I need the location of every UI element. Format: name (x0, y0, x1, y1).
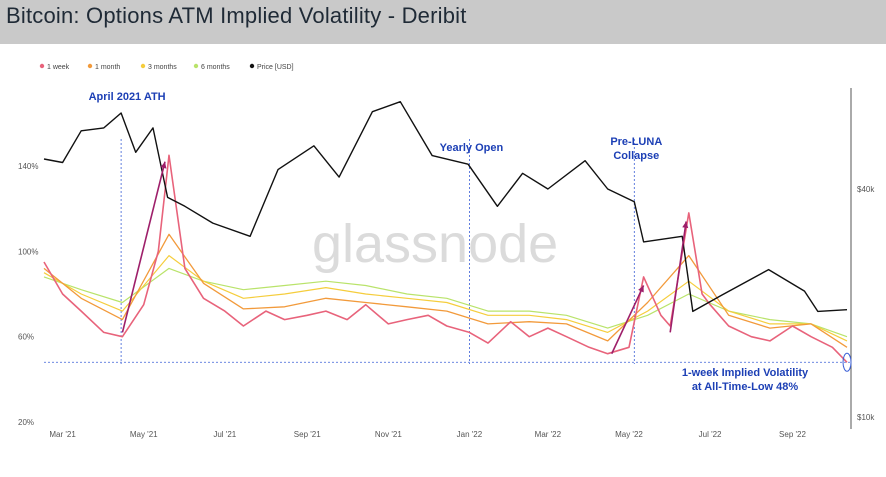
arrow-shaft (669, 221, 687, 333)
marker-label: April 2021 ATH (89, 91, 166, 103)
legend-label: 3 months (148, 64, 177, 71)
atl-ring (842, 352, 852, 372)
x-axis: Mar '21 May '21 Jul '21 Sep '21 Nov '21 Jan '… (49, 430, 806, 439)
x-tick-label: May '21 (130, 430, 158, 439)
y-tick-label: 20% (18, 418, 34, 427)
arrow-shaft (610, 285, 645, 355)
y-right-tick-label: $40k (857, 185, 875, 194)
chart-card: 1 week 1 month 3 months 6 months Price [USD]… (0, 44, 886, 477)
legend-label: 6 months (201, 64, 230, 71)
y-right-tick-label: $10k (857, 413, 875, 422)
arrow-head (682, 221, 689, 229)
legend-dot (87, 63, 93, 69)
series-line-3-months (43, 255, 848, 342)
legend-label: 1 week (47, 64, 70, 71)
x-tick-label: Jan '22 (457, 430, 483, 439)
series-lines (43, 101, 848, 363)
y-tick-label: 60% (18, 333, 34, 342)
series-line-6-months (43, 267, 848, 338)
y-axis-left: 20% 60% 100% 140% (18, 162, 38, 427)
x-tick-label: Mar '21 (49, 430, 76, 439)
x-tick-label: Nov '21 (375, 430, 402, 439)
x-tick-label: Sep '21 (294, 430, 321, 439)
x-tick-label: Sep '22 (779, 430, 806, 439)
arrows (121, 161, 689, 355)
legend-dot (140, 63, 146, 69)
series-line-1-month (43, 233, 848, 348)
legend-label: 1 month (95, 64, 120, 71)
x-tick-label: Mar '22 (535, 430, 562, 439)
marker-label: Pre-LUNA Collapse (610, 136, 662, 162)
arrow-shaft (121, 161, 166, 333)
marker-label: Yearly Open (440, 142, 504, 154)
event-markers: April 2021 ATH Yearly Open Pre-LUNA Collaps… (44, 91, 851, 364)
atl-annotation: 1-week Implied Volatility at All-Time-Low… (682, 367, 809, 393)
chart-title: Bitcoin: Options ATM Implied Volatility … (6, 3, 467, 28)
legend-dot (193, 63, 199, 69)
arrow-head (638, 285, 644, 293)
x-tick-label: Jul '21 (213, 430, 236, 439)
series-line-price-usd (43, 101, 848, 313)
watermark: glassnode (312, 214, 558, 274)
legend-dot (249, 63, 255, 69)
y-tick-label: 100% (18, 247, 38, 256)
legend-label: Price [USD] (257, 64, 294, 71)
legend-dot (39, 63, 45, 69)
legend: 1 week 1 month 3 months 6 months Price [USD] (39, 63, 294, 71)
y-axis-right: $10k $40k (857, 185, 875, 422)
chart-svg: 1 week 1 month 3 months 6 months Price [USD]… (18, 63, 875, 439)
x-tick-label: Jul '22 (699, 430, 722, 439)
y-tick-label: 140% (18, 162, 38, 171)
x-tick-label: May '22 (615, 430, 643, 439)
annotations: 1-week Implied Volatility at All-Time-Low… (682, 352, 852, 393)
arrow-head (160, 161, 167, 169)
